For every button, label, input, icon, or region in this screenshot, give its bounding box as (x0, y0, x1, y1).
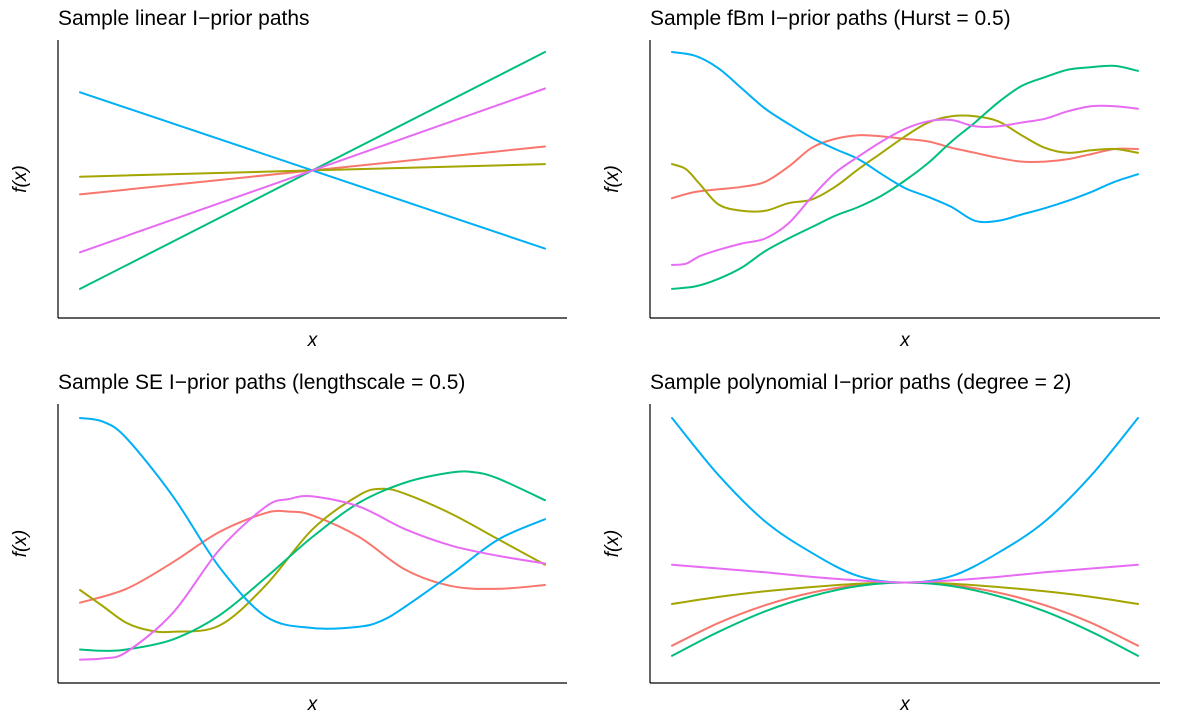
x-axis-label: x (307, 330, 319, 351)
x-axis-label: x (899, 694, 911, 715)
x-axis-label: x (307, 694, 319, 715)
series-line-olive (671, 581, 1139, 605)
chart-panel-1: Sample linear I−prior paths x f(x) (10, 7, 567, 351)
series-line-red (79, 509, 546, 604)
series-line-olive (79, 487, 546, 634)
series-line-blue (671, 417, 1139, 584)
y-axis-label: f(x) (10, 530, 31, 557)
chart-panel-3: Sample SE I−prior paths (lengthscale = 0… (10, 371, 567, 715)
chart-title: Sample fBm I−prior paths (Hurst = 0.5) (650, 7, 1011, 30)
series-line-magenta (79, 87, 546, 254)
chart-title: Sample SE I−prior paths (lengthscale = 0… (58, 371, 465, 394)
chart-panel-4: Sample polynomial I−prior paths (degree … (602, 371, 1160, 715)
chart-panel-2: Sample fBm I−prior paths (Hurst = 0.5) x f… (602, 7, 1160, 351)
series-line-red (671, 581, 1139, 647)
series-line-green (671, 64, 1139, 290)
series-line-red (671, 134, 1139, 200)
y-axis-label: f(x) (602, 165, 623, 192)
series-line-magenta (79, 495, 546, 661)
y-axis-label: f(x) (602, 530, 623, 557)
series-line-magenta (671, 104, 1139, 266)
series-line-blue (671, 51, 1139, 224)
y-axis-label: f(x) (10, 165, 31, 192)
series-line-olive (671, 114, 1139, 213)
chart-title: Sample polynomial I−prior paths (degree … (650, 371, 1071, 394)
series-line-blue (79, 417, 546, 630)
x-axis-label: x (899, 330, 911, 351)
series-line-green (79, 470, 546, 652)
series-line-magenta (671, 563, 1139, 584)
chart-title: Sample linear I−prior paths (58, 7, 310, 30)
